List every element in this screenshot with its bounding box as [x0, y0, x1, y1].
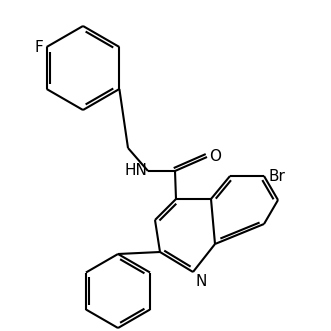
Text: O: O [209, 149, 221, 164]
Text: Br: Br [269, 168, 286, 183]
Text: N: N [195, 274, 206, 289]
Text: F: F [35, 39, 44, 55]
Text: HN: HN [124, 163, 147, 177]
